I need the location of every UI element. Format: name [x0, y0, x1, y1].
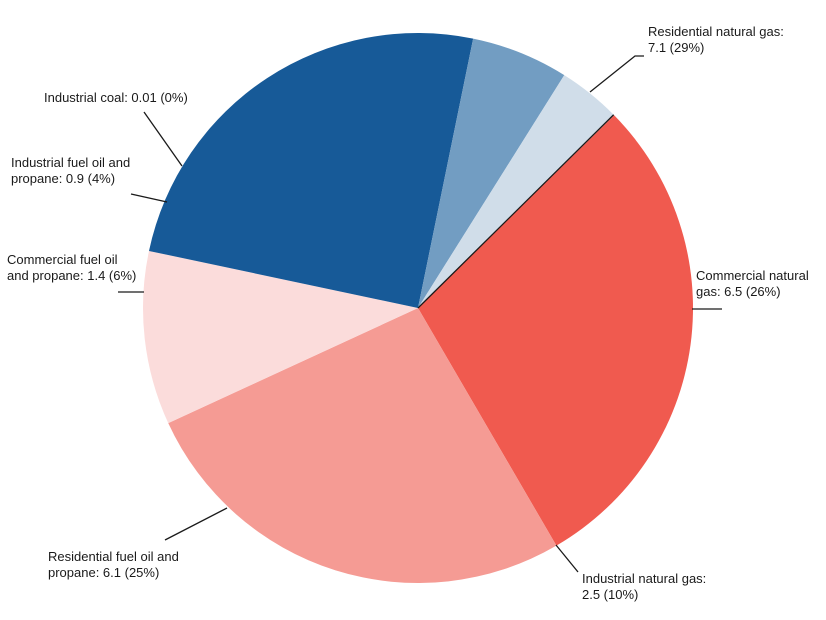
slice-labels: Residential natural gas: 7.1 (29%) Commerc… — [7, 24, 809, 602]
slice-label-line: and propane: 1.4 (6%) — [7, 268, 136, 283]
leader-line-industrial-natural-gas — [555, 544, 579, 573]
slice-label-industrial-natural-gas: Industrial natural gas: 2.5 (10%) — [582, 571, 706, 602]
slice-label-industrial-coal: Industrial coal: 0.01 (0%) — [44, 90, 188, 105]
pie-slice-industrial-fuel-oil-and-propane — [418, 75, 614, 308]
pie-slice-commercial-natural-gas — [168, 308, 557, 583]
pie-slice-commercial-fuel-oil-and-propane — [418, 38, 565, 309]
leader-lines — [118, 55, 722, 573]
slice-label-industrial-fuel-oil-and-propane: Industrial fuel oil and propane: 0.9 (4%) — [11, 155, 130, 186]
slice-label-line: Residential natural gas: — [648, 24, 784, 39]
slice-label-line: Commercial fuel oil — [7, 252, 118, 267]
leader-line-industrial-coal — [143, 111, 183, 167]
leader-line-residential-fuel-oil-and-propane — [164, 507, 228, 541]
pie-slice-residential-natural-gas — [418, 115, 693, 546]
slice-label-residential-natural-gas: Residential natural gas: 7.1 (29%) — [648, 24, 784, 55]
slice-label-line: Residential fuel oil and — [48, 549, 179, 564]
slice-label-line: gas: 6.5 (26%) — [696, 284, 781, 299]
slice-label-line: Industrial fuel oil and — [11, 155, 130, 170]
slice-label-line: Industrial natural gas: — [582, 571, 706, 586]
leader-line-residential-natural-gas — [589, 55, 644, 93]
slice-label-commercial-fuel-oil-and-propane: Commercial fuel oil and propane: 1.4 (6%) — [7, 252, 136, 283]
slice-label-line: 7.1 (29%) — [648, 40, 704, 55]
pie-slice-industrial-natural-gas — [142, 250, 418, 424]
leader-line-industrial-fuel-oil-and-propane — [130, 193, 168, 203]
slice-label-line: Commercial natural — [696, 268, 809, 283]
slice-label-commercial-natural-gas: Commercial natural gas: 6.5 (26%) — [696, 268, 809, 299]
slice-label-line: propane: 6.1 (25%) — [48, 565, 159, 580]
pie-slice-industrial-coal — [417, 114, 615, 309]
slice-label-line: propane: 0.9 (4%) — [11, 171, 115, 186]
slice-label-line: Industrial coal: 0.01 (0%) — [44, 90, 188, 105]
pie-slice-residential-fuel-oil-and-propane — [148, 32, 474, 309]
slice-label-line: 2.5 (10%) — [582, 587, 638, 602]
slice-label-residential-fuel-oil-and-propane: Residential fuel oil and propane: 6.1 (25… — [48, 549, 179, 580]
pie-slices — [142, 32, 693, 583]
